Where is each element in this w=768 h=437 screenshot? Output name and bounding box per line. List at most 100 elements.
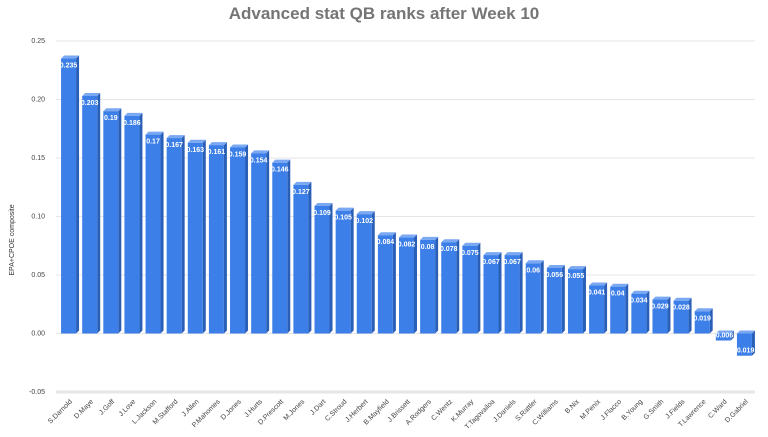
- bar: 0.186: [123, 112, 143, 334]
- bar-side: [371, 211, 375, 334]
- bar-top: [399, 234, 417, 238]
- data-label: 0.04: [611, 291, 625, 298]
- data-label: 0.075: [461, 250, 479, 257]
- bar: 0.146: [271, 159, 291, 334]
- bar-face: [61, 58, 77, 334]
- bar-side: [181, 135, 185, 334]
- bar-face: [546, 267, 562, 334]
- bar: 0.055: [567, 266, 586, 334]
- bar-top: [462, 242, 481, 246]
- bar: 0.167: [165, 135, 185, 334]
- bar-side: [730, 330, 734, 341]
- bar-face: [504, 255, 520, 334]
- bar-side: [582, 266, 586, 334]
- bar-side: [456, 239, 460, 334]
- bar: 0.06: [525, 260, 544, 334]
- data-label: 0.084: [377, 239, 395, 246]
- x-tick-label: J.Flacco: [600, 398, 623, 421]
- bar-top: [610, 283, 629, 287]
- data-label: 0.08: [421, 244, 435, 251]
- bar-top: [631, 290, 650, 294]
- bar-top: [314, 202, 333, 206]
- bar-top: [251, 150, 270, 154]
- data-label: 0.146: [271, 167, 289, 174]
- bar-side: [667, 296, 671, 334]
- y-tick-label: 0.20: [31, 97, 45, 104]
- bar-face: [715, 333, 731, 341]
- y-tick-label: -0.05: [29, 389, 45, 396]
- bar-top: [272, 159, 291, 163]
- data-label: -0.006: [713, 333, 733, 340]
- bar-face: [293, 184, 309, 334]
- bar: 0.034: [630, 290, 650, 334]
- bar-side: [646, 290, 650, 334]
- bar-face: [272, 162, 288, 334]
- data-label: 0.163: [187, 147, 205, 154]
- bar-side: [392, 232, 396, 334]
- y-tick-label: 0.00: [31, 331, 45, 338]
- bar-face: [124, 115, 140, 334]
- bar-top: [673, 297, 692, 301]
- data-label: 0.06: [526, 267, 540, 274]
- bar-top: [483, 252, 502, 256]
- bar-face: [230, 147, 246, 334]
- data-label: 0.235: [60, 63, 78, 70]
- data-label: 0.167: [165, 142, 183, 149]
- bar-face: [187, 142, 203, 334]
- bar-side: [76, 55, 80, 334]
- data-label: 0.105: [334, 215, 352, 222]
- bar-side: [139, 112, 143, 334]
- bar: 0.163: [187, 139, 206, 334]
- bar-side: [498, 252, 502, 334]
- bar-face: [420, 239, 436, 334]
- bar-face: [103, 111, 119, 334]
- bar-top: [103, 108, 122, 112]
- data-label: 0.19: [104, 115, 118, 122]
- bar-face: [462, 245, 478, 334]
- bar-top: [166, 135, 185, 139]
- data-label: 0.067: [503, 259, 521, 266]
- x-tick-label: M.Penix: [579, 398, 602, 421]
- bar-face: [694, 311, 710, 334]
- bar: 0.028: [672, 297, 692, 334]
- chart-title: Advanced stat QB ranks after Week 10: [229, 4, 540, 23]
- x-tick-label: S.Darnold: [47, 398, 74, 425]
- bar-top: [736, 330, 755, 334]
- bar-side: [688, 297, 692, 334]
- bar: 0.161: [208, 142, 227, 334]
- bar: 0.235: [60, 55, 80, 334]
- bar: 0.082: [398, 234, 417, 334]
- bar-side: [287, 159, 291, 334]
- bar-face: [251, 153, 267, 334]
- bar-top: [567, 266, 586, 270]
- bar-top: [420, 236, 439, 240]
- bar-top: [589, 282, 608, 286]
- bar-face: [610, 286, 626, 334]
- bar: 0.019: [693, 308, 713, 334]
- y-tick-label: 0.25: [31, 38, 45, 45]
- bar-side: [604, 282, 608, 334]
- bar-side: [540, 260, 544, 334]
- bar: 0.04: [610, 283, 629, 334]
- bar-top: [546, 264, 565, 268]
- bar-side: [245, 144, 249, 334]
- bar-top: [715, 330, 734, 334]
- bar: -0.019: [735, 330, 755, 356]
- y-axis-label: EPA+CPOE composite: [9, 204, 16, 275]
- data-label: 0.102: [355, 218, 373, 225]
- data-label: 0.161: [208, 149, 226, 156]
- x-tick-label: B.Young: [621, 398, 645, 422]
- data-label: 0.186: [123, 120, 141, 127]
- bar-side: [118, 108, 122, 334]
- bar-face: [589, 285, 605, 334]
- x-tick-label: J.Love: [118, 398, 138, 418]
- bar-side: [709, 308, 713, 334]
- data-label: 0.17: [146, 139, 160, 146]
- bar-face: [736, 333, 752, 356]
- bar-side: [435, 236, 439, 334]
- bar-face: [652, 299, 668, 334]
- bar-face: [314, 205, 330, 334]
- data-label: 0.041: [588, 290, 606, 297]
- bar: 0.127: [292, 181, 312, 334]
